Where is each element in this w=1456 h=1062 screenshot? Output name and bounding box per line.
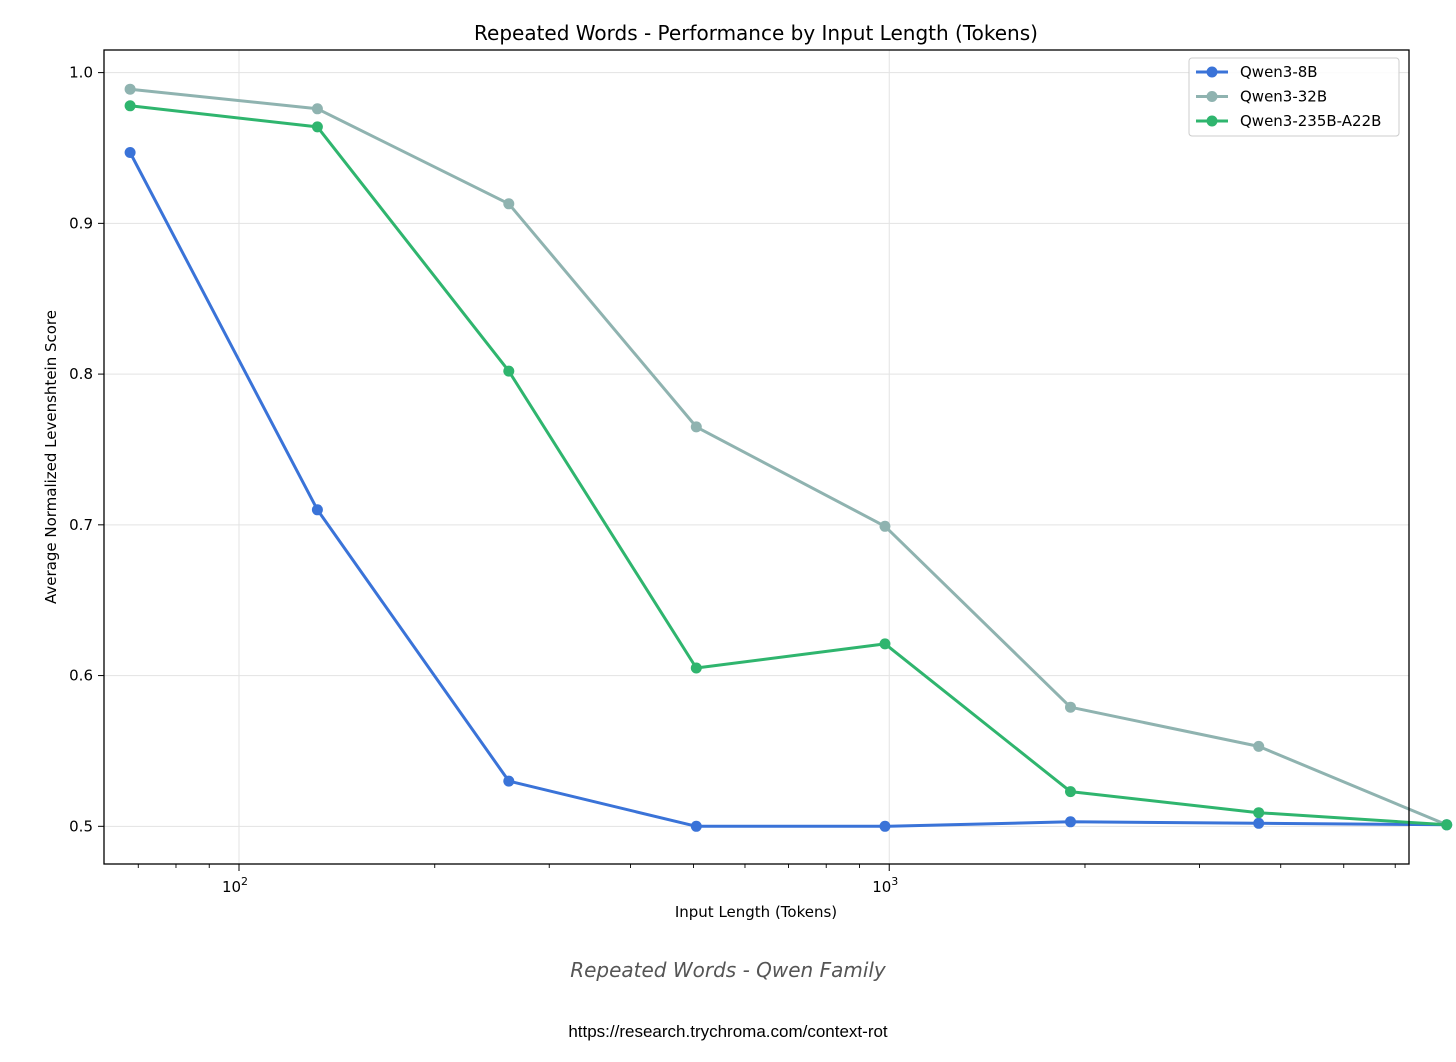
data-point-qwen3-8b [690, 820, 702, 832]
data-point-qwen3-32b [879, 520, 891, 532]
chart-title: Repeated Words - Performance by Input Le… [474, 21, 1038, 45]
data-point-qwen3-8b [1065, 816, 1076, 828]
data-point-qwen3-235b-a22b [1065, 786, 1076, 798]
data-point-qwen3-8b [311, 504, 323, 516]
grid-lines [104, 50, 1409, 864]
figure-caption: Repeated Words - Qwen Family [570, 958, 886, 982]
x-axis-label: Input Length (Tokens) [675, 903, 837, 921]
series-lines [124, 83, 1453, 832]
y-axis-label: Average Normalized Levenshtein Score [42, 310, 60, 604]
data-point-qwen3-32b [690, 421, 702, 433]
data-point-qwen3-235b-a22b [1441, 819, 1453, 831]
data-point-qwen3-32b [311, 103, 323, 115]
y-tick-label: 0.9 [69, 214, 93, 232]
legend-label-qwen3-235b-a22b: Qwen3-235B-A22B [1240, 112, 1381, 130]
series-line-qwen3-235b-a22b [128, 104, 1449, 827]
legend-label-qwen3-8b: Qwen3-8B [1240, 63, 1318, 81]
legend: Qwen3-8B Qwen3-32B Qwen3-235B-A22B [1188, 57, 1400, 137]
source-url: https://research.trychroma.com/context-r… [568, 1022, 888, 1041]
data-point-qwen3-235b-a22b [311, 121, 323, 133]
data-point-qwen3-235b-a22b [124, 100, 136, 112]
y-tick-label: 0.8 [69, 365, 93, 383]
legend-marker-qwen3-8b [1206, 66, 1218, 78]
series-line-qwen3-8b [128, 151, 1449, 828]
legend-box [1188, 57, 1400, 137]
line-chart: 0.5 0.6 0.7 0.8 0.9 1.0 102 103 Repeated Words … [42, 21, 1453, 921]
data-point-qwen3-235b-a22b [879, 638, 891, 650]
data-point-qwen3-8b [1253, 817, 1265, 829]
y-tick-label: 0.6 [69, 667, 93, 685]
data-point-qwen3-32b [1253, 740, 1265, 752]
data-point-qwen3-32b [503, 198, 515, 210]
x-tick-label: 103 [872, 875, 898, 896]
data-point-qwen3-32b [124, 83, 136, 95]
data-point-qwen3-235b-a22b [1253, 807, 1265, 819]
x-tick-label: 102 [222, 875, 248, 896]
legend-marker-qwen3-32b [1206, 91, 1218, 102]
y-tick-label: 0.5 [69, 817, 93, 835]
y-tick-label: 0.7 [69, 516, 93, 534]
data-point-qwen3-235b-a22b [503, 365, 515, 377]
legend-marker-qwen3-235b-a22b [1206, 115, 1218, 127]
data-point-qwen3-32b [1065, 701, 1076, 713]
data-point-qwen3-235b-a22b [690, 662, 702, 674]
legend-label-qwen3-32b: Qwen3-32B [1240, 88, 1327, 106]
axis-ticks: 0.5 0.6 0.7 0.8 0.9 1.0 102 103 [69, 64, 1396, 896]
plot-frame [103, 49, 1410, 865]
series-line-qwen3-32b [128, 87, 1449, 827]
y-tick-label: 1.0 [69, 64, 93, 82]
data-point-qwen3-8b [124, 147, 136, 158]
data-point-qwen3-8b [879, 820, 891, 832]
data-point-qwen3-8b [503, 775, 515, 787]
